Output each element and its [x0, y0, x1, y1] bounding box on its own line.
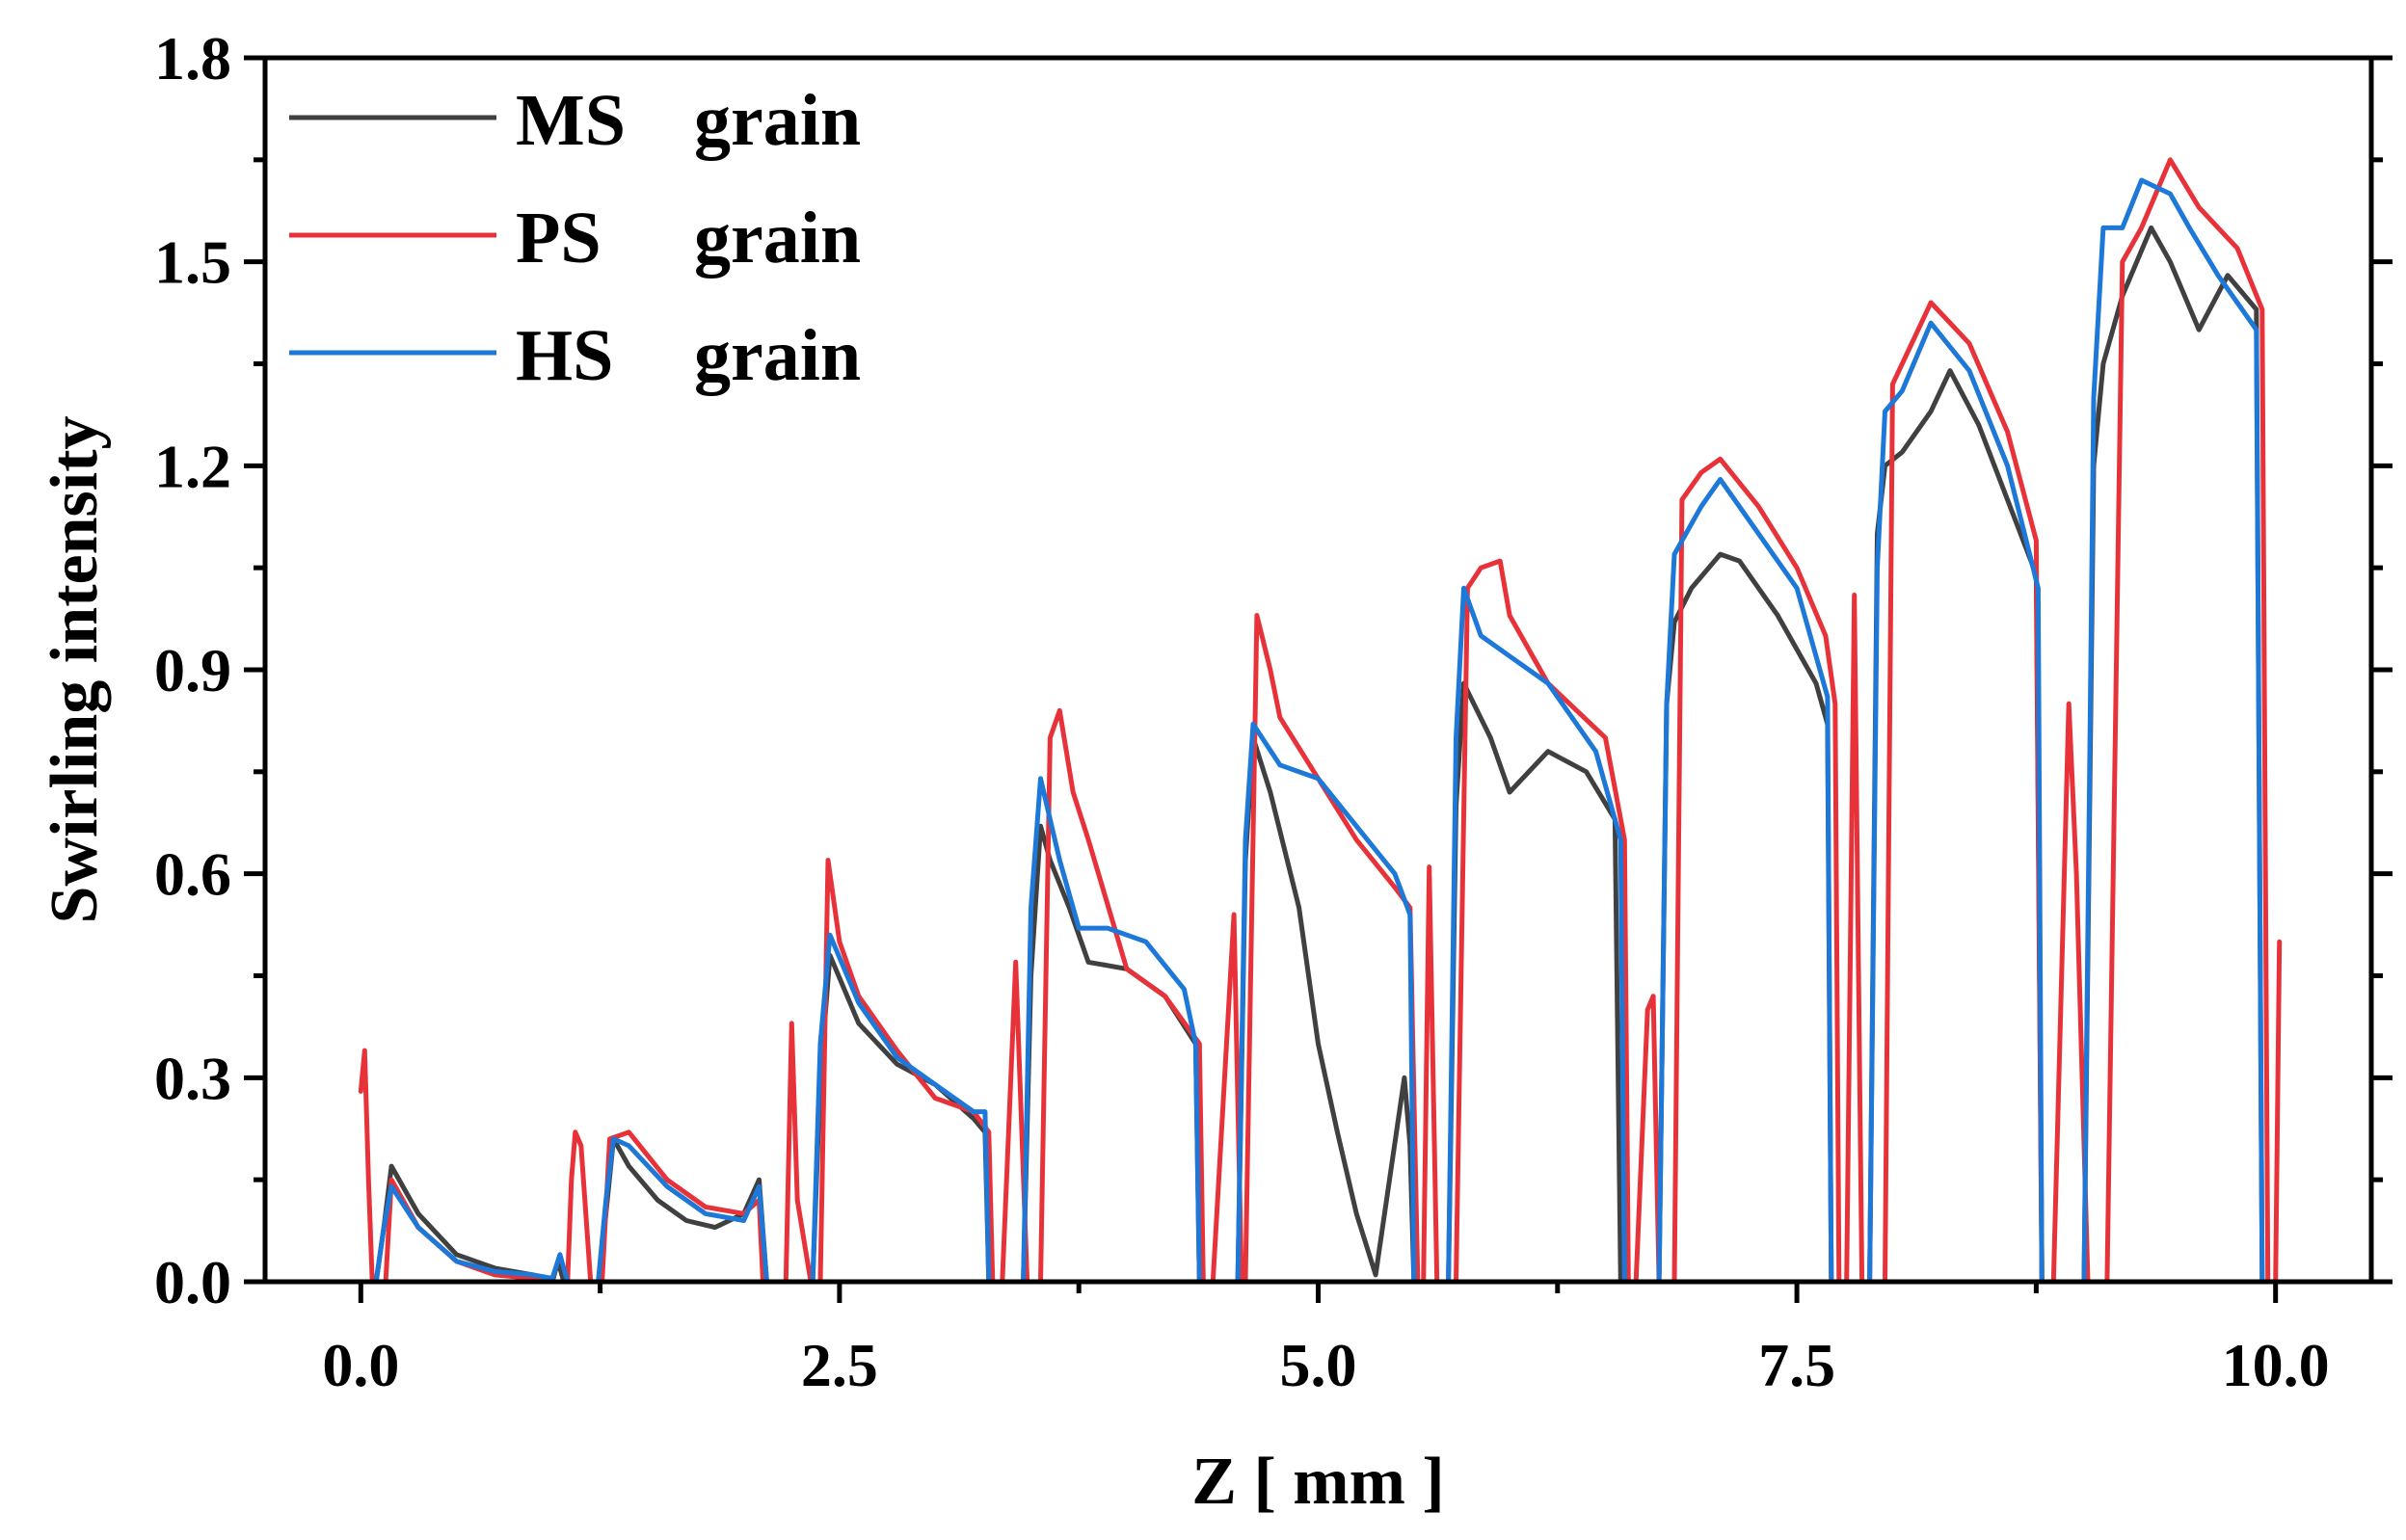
y-tick-label: 1.8	[154, 24, 231, 93]
x-tick-label: 2.5	[801, 1331, 878, 1399]
x-tick-label: 0.0	[322, 1331, 399, 1399]
y-tick-label: 0.3	[154, 1044, 231, 1112]
x-tick-label: 5.0	[1280, 1331, 1357, 1399]
series-layer	[358, 157, 2283, 1285]
legend-label-hs: HS	[516, 315, 613, 396]
series-line-hs	[358, 177, 2279, 1285]
series-line-ms	[358, 225, 2279, 1285]
legend-suffix: grain	[694, 315, 861, 396]
y-tick-label: 0.0	[154, 1248, 231, 1316]
y-tick-label: 1.5	[154, 228, 231, 297]
x-tick-label: 10.0	[2222, 1331, 2330, 1399]
tick-layer: 0.0 2.5 5.0 7.5 10.0 0.0 0.3 0.6 0.9 1.2 1.5 1.8	[154, 24, 2393, 1399]
x-axis-title: Z [ mm ]	[1191, 1445, 1444, 1519]
legend-label-ms: MS	[516, 80, 626, 161]
legend-suffix: grain	[694, 80, 861, 161]
x-tick-label: 7.5	[1758, 1331, 1835, 1399]
y-tick-label: 0.9	[154, 636, 231, 704]
y-axis-title: Swirling intensity	[38, 415, 112, 923]
y-tick-label: 0.6	[154, 840, 231, 909]
legend-label-ps: PS	[516, 198, 602, 279]
y-tick-label: 1.2	[154, 432, 231, 500]
series-line-ps	[358, 157, 2283, 1285]
legend: MS grain PS grain HS grain	[289, 80, 861, 396]
legend-suffix: grain	[694, 198, 861, 279]
